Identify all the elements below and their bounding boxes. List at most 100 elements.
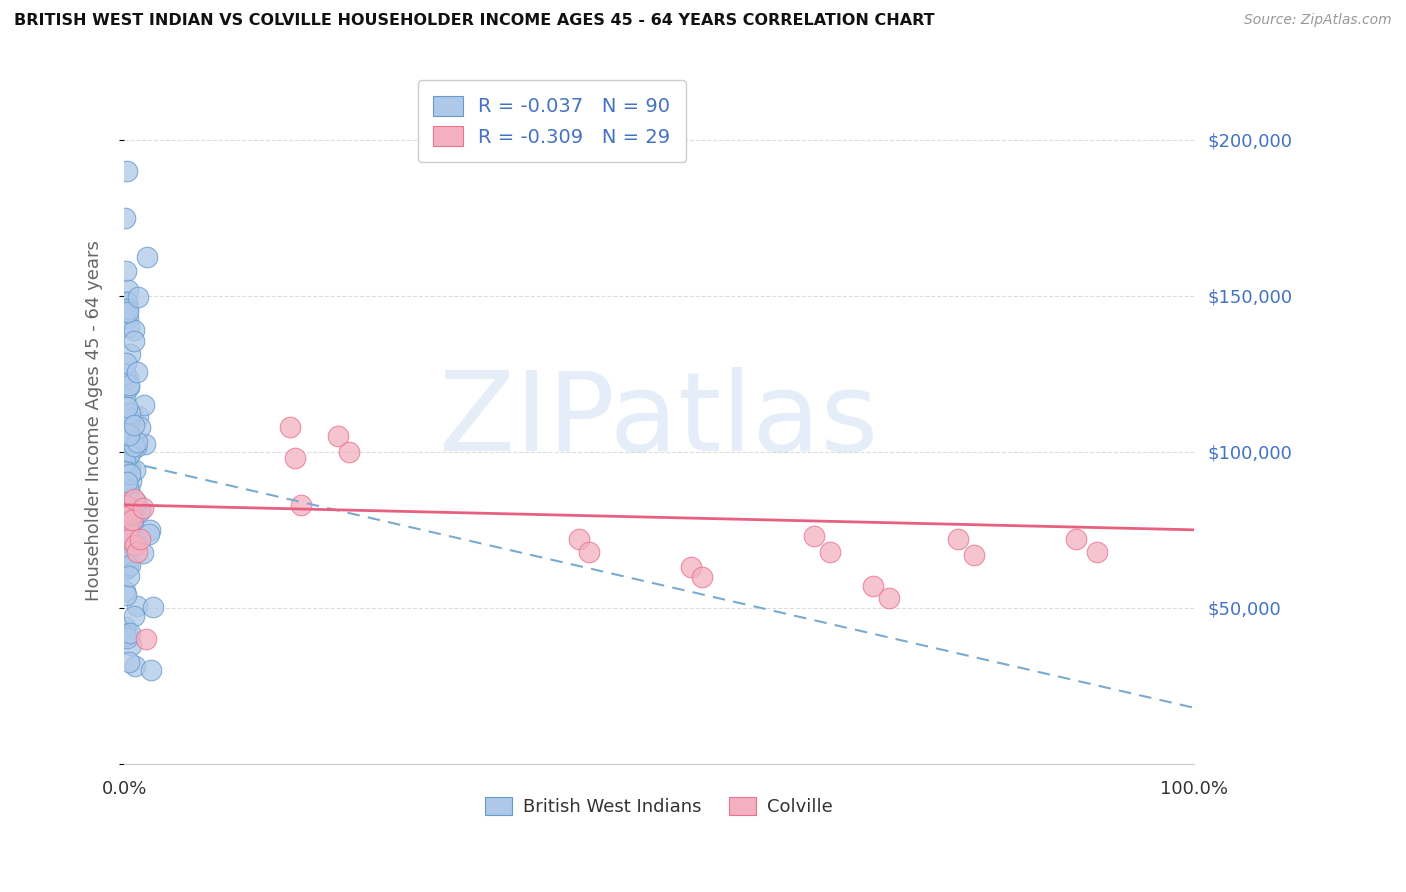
Point	[114, 367, 136, 381]
Point	[114, 455, 136, 469]
Point	[117, 283, 139, 297]
Point	[1085, 544, 1108, 558]
Point	[115, 477, 138, 491]
Point	[115, 588, 138, 602]
Point	[115, 264, 138, 278]
Point	[125, 599, 148, 614]
Point	[124, 609, 146, 624]
Point	[121, 529, 143, 543]
Point	[125, 365, 148, 379]
Point	[118, 482, 141, 496]
Point	[118, 380, 141, 394]
Point	[118, 655, 141, 669]
Point	[1064, 532, 1087, 546]
Point	[120, 467, 142, 482]
Point	[963, 548, 986, 562]
Point	[122, 491, 145, 506]
Point	[118, 406, 141, 420]
Point	[114, 389, 136, 403]
Point	[124, 538, 146, 552]
Point	[117, 310, 139, 325]
Point	[128, 504, 150, 518]
Point	[117, 560, 139, 574]
Point	[803, 529, 825, 543]
Point	[118, 448, 141, 462]
Text: BRITISH WEST INDIAN VS COLVILLE HOUSEHOLDER INCOME AGES 45 - 64 YEARS CORRELATIO: BRITISH WEST INDIAN VS COLVILLE HOUSEHOL…	[14, 13, 935, 29]
Y-axis label: Householder Income Ages 45 - 64 years: Householder Income Ages 45 - 64 years	[86, 240, 103, 601]
Text: ZIPatlas: ZIPatlas	[439, 368, 879, 475]
Point	[114, 356, 136, 370]
Point	[948, 532, 970, 546]
Point	[115, 304, 138, 318]
Point	[114, 409, 136, 423]
Point	[117, 305, 139, 319]
Point	[114, 620, 136, 634]
Point	[117, 507, 139, 521]
Point	[118, 320, 141, 334]
Point	[290, 498, 312, 512]
Point	[129, 503, 152, 517]
Point	[120, 507, 142, 521]
Point	[120, 427, 142, 442]
Point	[114, 211, 136, 225]
Point	[117, 301, 139, 316]
Point	[118, 428, 141, 442]
Point	[124, 659, 146, 673]
Point	[121, 513, 143, 527]
Point	[122, 439, 145, 453]
Text: Source: ZipAtlas.com: Source: ZipAtlas.com	[1244, 13, 1392, 28]
Point	[125, 544, 148, 558]
Point	[568, 532, 591, 546]
Point	[326, 429, 349, 443]
Point	[120, 474, 142, 488]
Point	[122, 417, 145, 432]
Point	[118, 528, 141, 542]
Point	[117, 164, 139, 178]
Point	[117, 625, 139, 640]
Point	[115, 506, 138, 520]
Point	[129, 532, 152, 546]
Point	[284, 451, 307, 466]
Point	[337, 445, 360, 459]
Point	[118, 522, 141, 536]
Point	[114, 629, 136, 643]
Point	[117, 295, 139, 310]
Point	[117, 421, 139, 435]
Point	[124, 463, 146, 477]
Point	[139, 523, 162, 537]
Point	[134, 437, 156, 451]
Point	[121, 538, 143, 552]
Point	[118, 378, 141, 392]
Point	[132, 545, 155, 559]
Point	[117, 632, 139, 646]
Point	[120, 638, 142, 652]
Point	[117, 426, 139, 441]
Point	[117, 505, 139, 519]
Point	[138, 527, 160, 541]
Point	[114, 427, 136, 442]
Point	[115, 562, 138, 576]
Point	[121, 510, 143, 524]
Point	[115, 498, 138, 512]
Point	[125, 434, 148, 449]
Point	[117, 523, 139, 537]
Point	[117, 295, 139, 310]
Point	[117, 458, 139, 472]
Point	[125, 440, 148, 454]
Point	[142, 600, 165, 615]
Point	[122, 515, 145, 529]
Point	[120, 512, 142, 526]
Point	[117, 475, 139, 489]
Point	[690, 569, 713, 583]
Point	[118, 569, 141, 583]
Point	[120, 346, 142, 360]
Point	[118, 483, 141, 498]
Point	[118, 558, 141, 573]
Point	[114, 583, 136, 598]
Point	[122, 323, 145, 337]
Point	[118, 412, 141, 426]
Point	[136, 251, 159, 265]
Point	[139, 663, 162, 677]
Point	[117, 370, 139, 384]
Point	[679, 560, 702, 574]
